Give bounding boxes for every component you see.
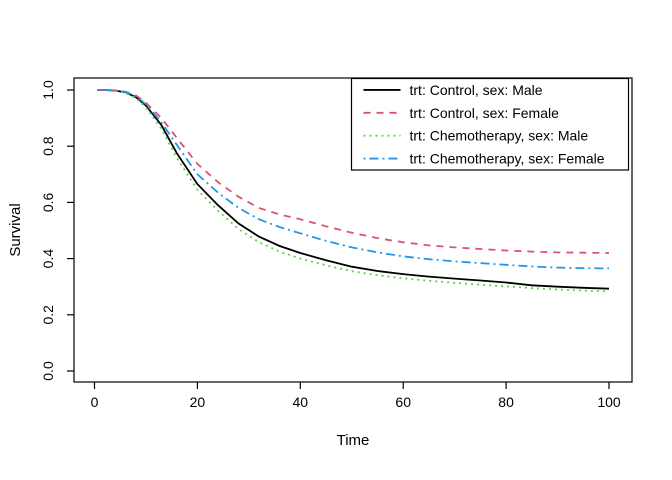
survival-curve [97,89,610,293]
y-tick-label: 0.0 [40,361,56,381]
x-tick-label: 20 [190,394,206,410]
y-axis-title: Survival [7,203,24,256]
legend-box [350,77,630,171]
survival-curve [97,89,610,290]
legend-label: trt: Control, sex: Female [410,105,560,121]
y-tick-label: 0.8 [40,136,56,156]
x-tick-label: 0 [91,394,99,410]
y-tick-label: 0.6 [40,192,56,212]
x-axis-ticks: 0 20 40 60 80 100 [91,382,621,410]
legend-label: trt: Control, sex: Male [410,82,543,98]
y-tick-label: 0.2 [40,305,56,325]
survival-curves [97,89,610,293]
x-tick-label: 40 [293,394,309,410]
y-tick-label: 1.0 [40,80,56,100]
x-axis-title: Time [337,432,370,449]
legend: trt: Control, sex: Male trt: Control, sex… [350,77,630,171]
x-tick-label: 80 [498,394,514,410]
x-tick-label: 60 [395,394,411,410]
legend-label: trt: Chemotherapy, sex: Male [410,128,589,144]
survival-curve [97,89,610,254]
legend-label: trt: Chemotherapy, sex: Female [410,151,605,167]
y-tick-label: 0.4 [40,249,56,269]
survival-curve [97,89,610,270]
x-tick-label: 100 [597,394,621,410]
y-axis-ticks: 0.0 0.2 0.4 0.6 0.8 1.0 [40,80,74,381]
